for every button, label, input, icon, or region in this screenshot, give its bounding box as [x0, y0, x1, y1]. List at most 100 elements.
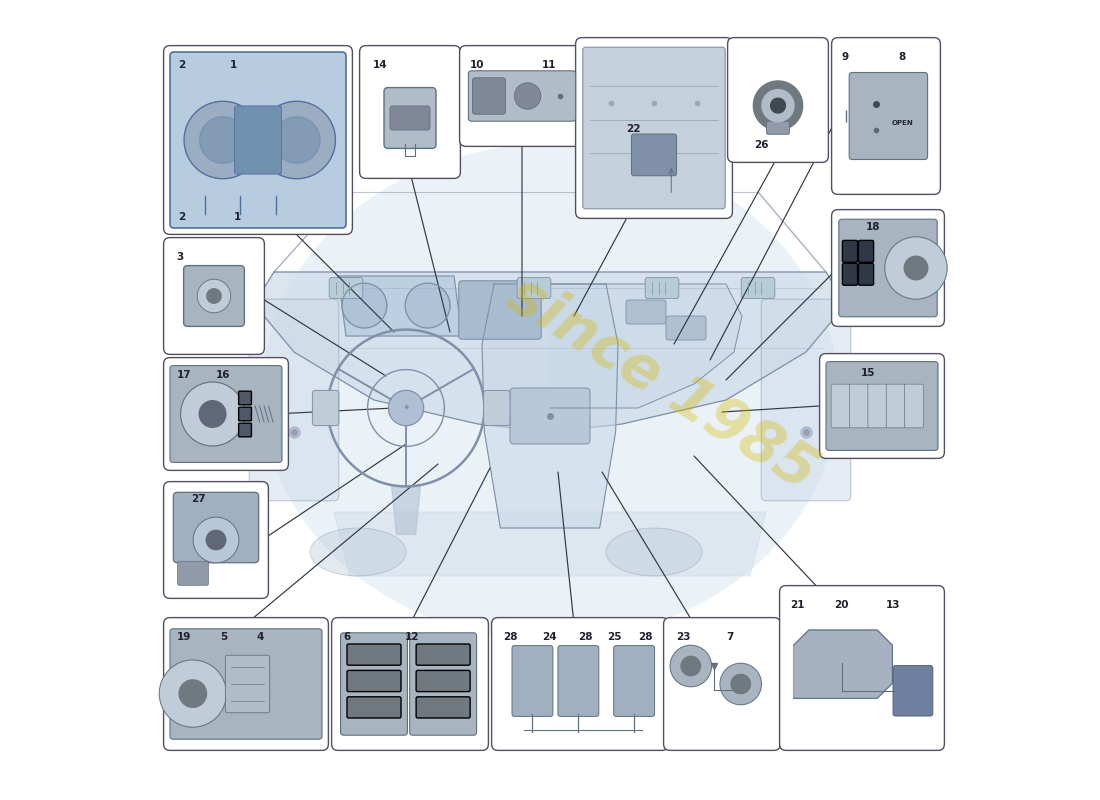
Polygon shape [550, 284, 742, 408]
FancyBboxPatch shape [360, 46, 461, 178]
FancyBboxPatch shape [234, 106, 282, 174]
FancyBboxPatch shape [341, 633, 407, 735]
Polygon shape [388, 390, 424, 426]
FancyBboxPatch shape [517, 278, 551, 298]
FancyBboxPatch shape [826, 362, 938, 450]
FancyBboxPatch shape [177, 562, 208, 586]
Text: 27: 27 [191, 494, 206, 504]
Text: 3: 3 [176, 252, 184, 262]
FancyBboxPatch shape [868, 384, 887, 428]
Polygon shape [754, 81, 803, 130]
FancyBboxPatch shape [460, 46, 584, 146]
FancyBboxPatch shape [646, 278, 679, 298]
Text: 6: 6 [343, 632, 351, 642]
Text: 20: 20 [834, 600, 848, 610]
FancyBboxPatch shape [858, 240, 873, 262]
FancyBboxPatch shape [409, 633, 476, 735]
FancyBboxPatch shape [492, 618, 669, 750]
FancyBboxPatch shape [312, 390, 339, 426]
Text: OPEN: OPEN [891, 120, 913, 126]
FancyBboxPatch shape [843, 263, 858, 286]
FancyBboxPatch shape [767, 122, 790, 134]
Text: 1: 1 [234, 212, 241, 222]
Text: 19: 19 [176, 632, 190, 642]
FancyBboxPatch shape [663, 618, 780, 750]
Circle shape [730, 674, 751, 694]
FancyBboxPatch shape [820, 354, 945, 458]
FancyBboxPatch shape [164, 482, 268, 598]
Text: 14: 14 [373, 60, 387, 70]
Polygon shape [254, 272, 846, 432]
Circle shape [206, 288, 222, 304]
Circle shape [194, 517, 239, 563]
Text: 16: 16 [216, 370, 230, 381]
Ellipse shape [310, 528, 406, 576]
FancyBboxPatch shape [614, 646, 654, 717]
Circle shape [199, 400, 227, 428]
FancyBboxPatch shape [164, 618, 329, 750]
FancyBboxPatch shape [484, 390, 510, 426]
Polygon shape [338, 276, 462, 336]
Polygon shape [392, 486, 420, 534]
Text: 22: 22 [626, 124, 640, 134]
FancyBboxPatch shape [174, 492, 258, 562]
Text: 23: 23 [676, 632, 691, 642]
FancyBboxPatch shape [164, 238, 264, 354]
Text: since 1985: since 1985 [497, 266, 827, 502]
FancyBboxPatch shape [239, 391, 252, 405]
Text: 28: 28 [578, 632, 593, 642]
Circle shape [180, 382, 244, 446]
Circle shape [197, 279, 231, 313]
Polygon shape [771, 98, 785, 113]
FancyBboxPatch shape [226, 655, 270, 713]
Text: 28: 28 [638, 632, 652, 642]
Text: 2: 2 [178, 212, 185, 222]
FancyBboxPatch shape [164, 46, 352, 234]
Text: 5: 5 [220, 632, 228, 642]
Polygon shape [184, 102, 262, 178]
Text: 28: 28 [504, 632, 518, 642]
FancyBboxPatch shape [761, 299, 850, 501]
Polygon shape [405, 283, 450, 328]
Text: 10: 10 [470, 60, 484, 70]
Text: 26: 26 [754, 140, 769, 150]
Polygon shape [274, 117, 320, 163]
Polygon shape [258, 102, 336, 178]
FancyBboxPatch shape [510, 388, 590, 444]
FancyBboxPatch shape [558, 646, 598, 717]
Text: 1: 1 [230, 60, 238, 70]
Polygon shape [334, 512, 766, 576]
FancyBboxPatch shape [329, 278, 363, 298]
FancyBboxPatch shape [780, 586, 945, 750]
Circle shape [206, 530, 227, 550]
FancyBboxPatch shape [843, 240, 858, 262]
FancyBboxPatch shape [473, 78, 505, 114]
Text: 4: 4 [256, 632, 264, 642]
FancyBboxPatch shape [666, 316, 706, 340]
FancyBboxPatch shape [575, 38, 733, 218]
FancyBboxPatch shape [239, 407, 252, 421]
Text: 24: 24 [542, 632, 557, 642]
FancyBboxPatch shape [170, 52, 346, 228]
FancyBboxPatch shape [583, 47, 725, 209]
FancyBboxPatch shape [626, 300, 666, 324]
Circle shape [515, 82, 541, 110]
FancyBboxPatch shape [631, 134, 676, 176]
Text: 25: 25 [607, 632, 623, 642]
Polygon shape [482, 284, 618, 528]
FancyBboxPatch shape [832, 210, 945, 326]
FancyBboxPatch shape [184, 266, 244, 326]
Polygon shape [793, 630, 892, 698]
Text: 18: 18 [866, 222, 880, 233]
FancyBboxPatch shape [832, 38, 940, 194]
FancyBboxPatch shape [384, 88, 436, 149]
Text: 8: 8 [898, 52, 905, 62]
FancyBboxPatch shape [832, 384, 850, 428]
FancyBboxPatch shape [849, 384, 868, 428]
Text: ♦: ♦ [403, 403, 409, 413]
Circle shape [670, 645, 712, 686]
Text: 11: 11 [542, 60, 557, 70]
Circle shape [719, 663, 761, 705]
FancyBboxPatch shape [346, 644, 402, 666]
Circle shape [884, 237, 947, 299]
